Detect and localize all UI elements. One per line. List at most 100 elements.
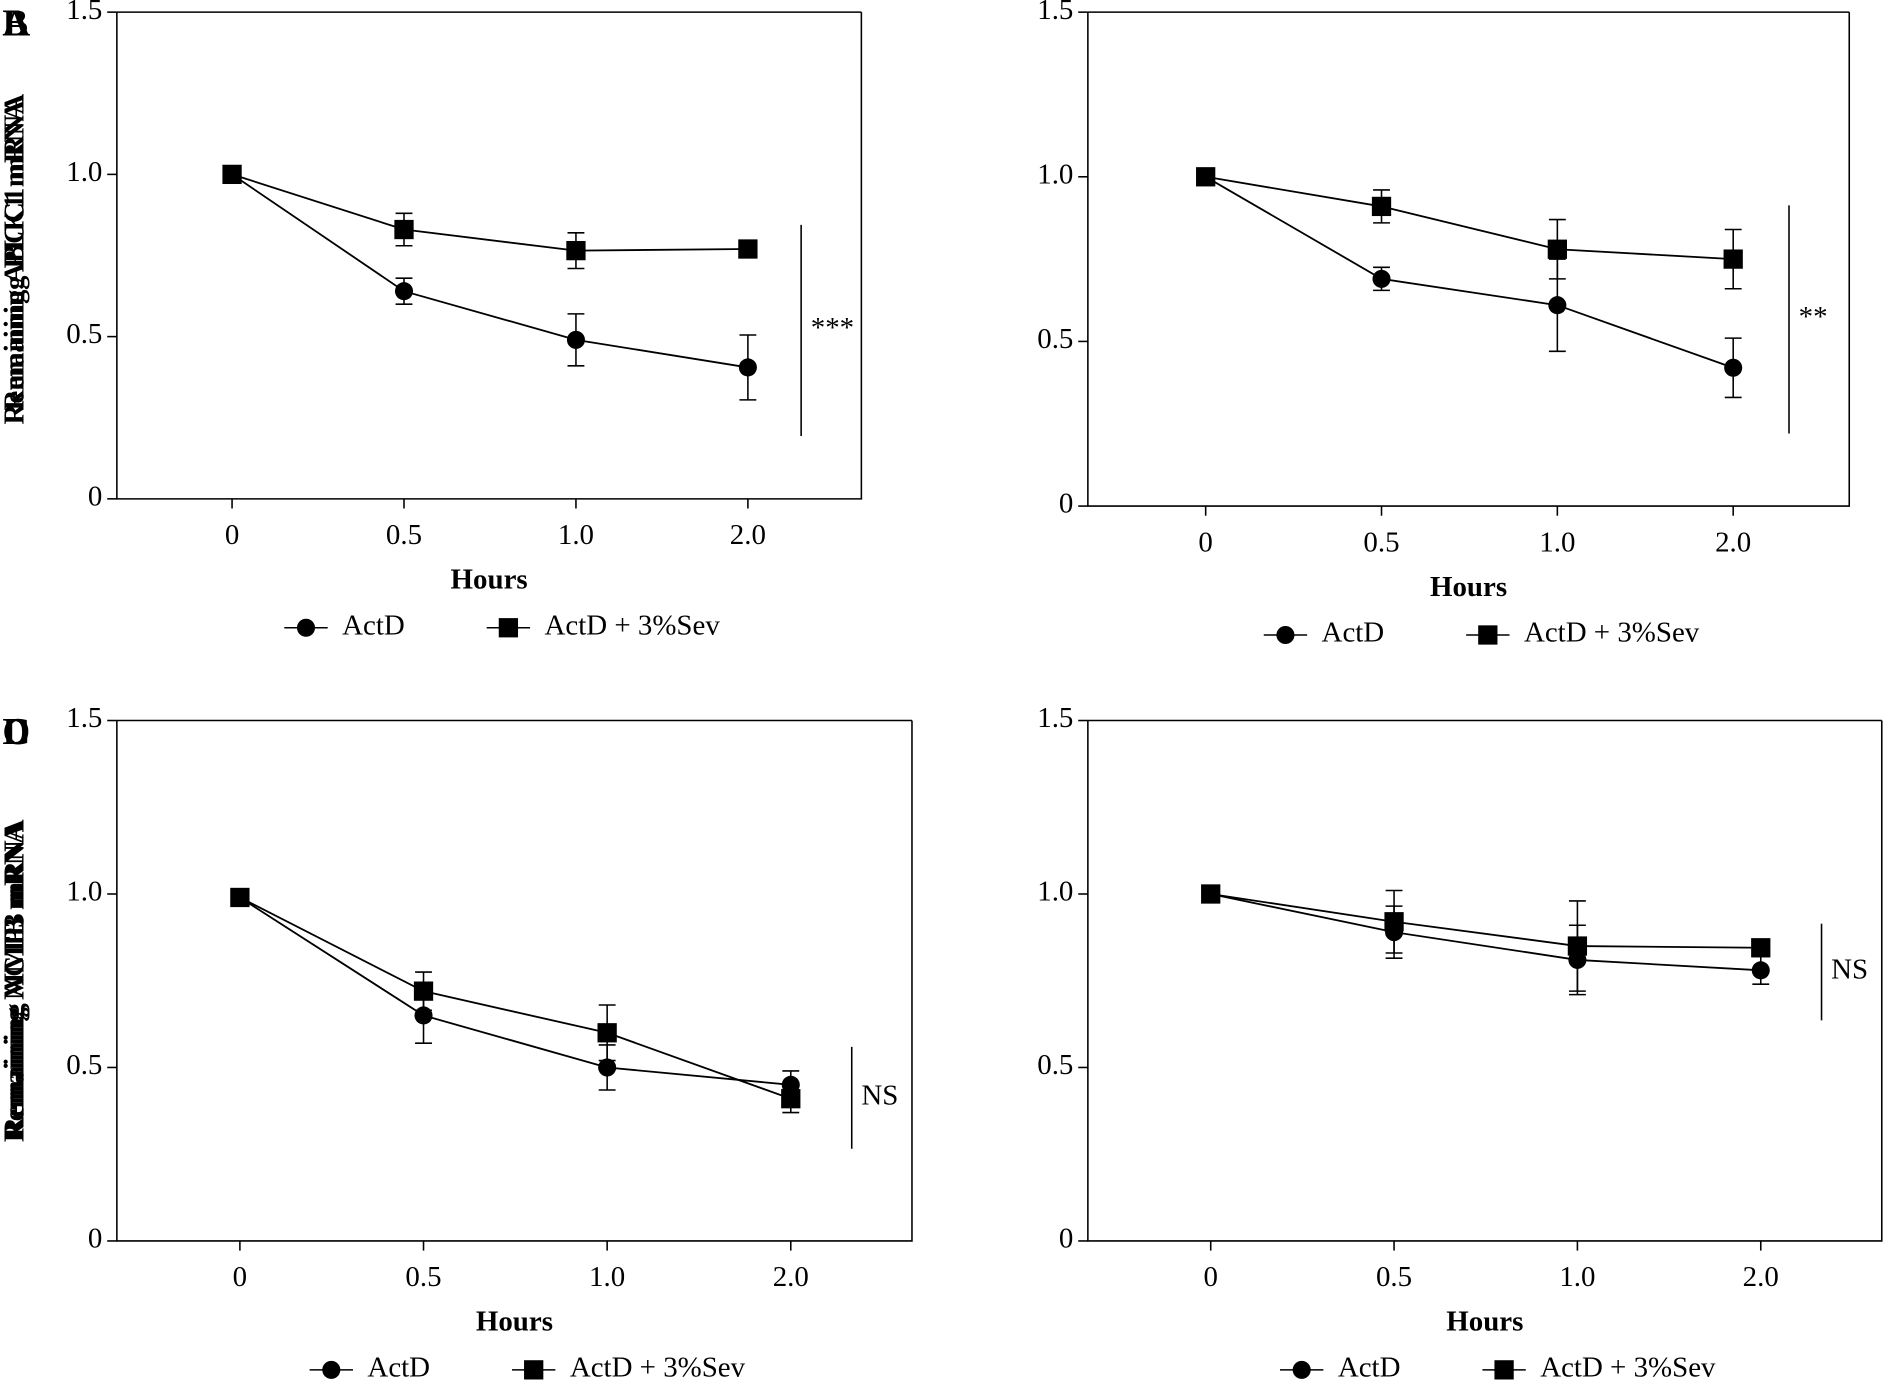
panel: A 0 0.5 1.0 1.5 0 0.5 1.0 2.0 Hours Remaining PLK1…: [0, 0, 863, 641]
x-tick-label: 1.0: [589, 1261, 625, 1293]
x-tick-label: 0.5: [1363, 526, 1399, 558]
panel: B 0 0.5 1.0 1.5 0 0.5 1.0 2.0 Hours Remaining ABCC…: [0, 0, 1851, 649]
x-tick-label: 0.5: [1376, 1261, 1412, 1293]
series-line: [1210, 893, 1761, 972]
axes-frame: [116, 720, 913, 1242]
significance-label: NS: [861, 1079, 898, 1111]
series-line: [231, 173, 748, 252]
y-tick-label: 0.5: [1037, 323, 1073, 355]
x-axis-title: Hours: [1430, 571, 1507, 603]
y-tick-label: 1.5: [1037, 702, 1073, 734]
legend-label: ActD + 3%Sev: [1540, 1351, 1716, 1382]
y-axis-title: Remaining PLK1 mRNA: [0, 100, 31, 410]
y-tick-label: 0: [1059, 488, 1073, 520]
x-axis-title: Hours: [451, 564, 528, 596]
square-marker: [1547, 239, 1567, 259]
y-tick-label: 1.0: [1037, 158, 1073, 190]
panel-label: C: [2, 711, 30, 753]
y-tick-label: 1.0: [66, 156, 102, 188]
legend-label: ActD + 3%Sev: [545, 609, 721, 641]
circle-marker: [1751, 961, 1770, 980]
square-marker: [1567, 936, 1588, 956]
x-tick-label: 0: [1203, 1261, 1217, 1293]
panel-label: A: [2, 2, 30, 44]
significance-label: NS: [1831, 954, 1868, 986]
panel-label: D: [2, 711, 30, 753]
square-marker: [1751, 938, 1771, 958]
y-axis-title: Remaining MMP3 mRNA: [0, 819, 31, 1142]
y-axis-title: Remaining ACTB mRNA: [0, 823, 31, 1138]
legend-label: ActD: [367, 1351, 430, 1382]
circle-marker: [1548, 296, 1567, 315]
circle-marker: [394, 282, 414, 301]
x-tick-label: 0.5: [386, 519, 422, 551]
y-tick-label: 0.5: [66, 318, 102, 350]
legend-label: ActD: [1322, 617, 1385, 649]
circle-marker: [1724, 358, 1743, 377]
y-tick-label: 0: [88, 480, 102, 512]
y-tick-label: 1.5: [1037, 0, 1073, 26]
x-tick-label: 0: [1198, 526, 1212, 558]
square-marker: [1201, 884, 1221, 904]
series-line: [1205, 176, 1734, 369]
x-tick-label: 1.0: [1559, 1261, 1595, 1293]
square-marker: [1723, 249, 1743, 269]
series-line: [1210, 893, 1761, 949]
square-marker: [230, 887, 250, 908]
panel: C 0 0.5 1.0 1.5 0 0.5 1.0 2.0 Hours Remaining MMP3…: [0, 702, 913, 1382]
y-tick-label: 1.5: [66, 702, 102, 734]
y-tick-label: 1.0: [66, 876, 102, 908]
legend-marker: [1478, 625, 1498, 645]
x-axis-title: Hours: [476, 1306, 553, 1338]
y-tick-label: 1.5: [66, 0, 102, 26]
significance-label: ***: [811, 312, 854, 344]
legend-marker: [498, 618, 519, 638]
axes-frame: [1087, 720, 1883, 1242]
series-line: [239, 896, 792, 1100]
square-marker: [394, 219, 414, 240]
legend-marker: [1276, 625, 1295, 645]
legend-label: ActD + 3%Sev: [570, 1351, 746, 1382]
x-tick-label: 1.0: [558, 519, 594, 551]
square-marker: [413, 981, 434, 1001]
panel-label: B: [2, 2, 28, 44]
x-tick-label: 2.0: [730, 519, 766, 551]
series-line: [239, 896, 791, 1086]
square-marker: [1196, 167, 1216, 187]
square-marker: [1371, 196, 1392, 217]
axes-frame: [1087, 12, 1851, 507]
circle-marker: [598, 1058, 617, 1077]
x-tick-label: 0: [233, 1261, 247, 1293]
legend-marker: [524, 1360, 544, 1380]
circle-marker: [1372, 269, 1391, 288]
square-marker: [597, 1023, 617, 1043]
x-tick-label: 0.5: [405, 1261, 441, 1293]
legend-marker: [296, 618, 316, 637]
y-tick-label: 0: [88, 1223, 102, 1255]
circle-marker: [566, 330, 585, 349]
legend-label: ActD + 3%Sev: [1524, 617, 1700, 649]
circle-marker: [738, 358, 757, 377]
square-marker: [566, 240, 586, 261]
y-tick-label: 1.0: [1037, 876, 1073, 908]
square-marker: [738, 239, 758, 259]
legend-marker: [322, 1360, 341, 1379]
legend-label: ActD: [1338, 1351, 1401, 1382]
x-axis-title: Hours: [1446, 1306, 1523, 1338]
y-tick-label: 0.5: [66, 1049, 102, 1081]
y-tick-label: 0.5: [1037, 1049, 1073, 1081]
x-tick-label: 0: [225, 519, 239, 551]
panel: D 0 0.5 1.0 1.5 0 0.5 1.0 2.0 Hours Remaining ACTB…: [0, 702, 1883, 1382]
x-tick-label: 2.0: [1743, 1261, 1779, 1293]
series-line: [1205, 175, 1734, 261]
x-tick-label: 2.0: [1715, 526, 1751, 558]
square-marker: [1384, 912, 1404, 932]
axes-frame: [116, 12, 863, 500]
legend-marker: [1292, 1360, 1311, 1379]
y-tick-label: 0: [1059, 1223, 1073, 1255]
x-tick-label: 2.0: [773, 1261, 809, 1293]
legend-label: ActD: [342, 609, 405, 641]
square-marker: [222, 164, 242, 185]
y-axis-title: Remaining ABCC1 mRNA: [0, 94, 31, 425]
